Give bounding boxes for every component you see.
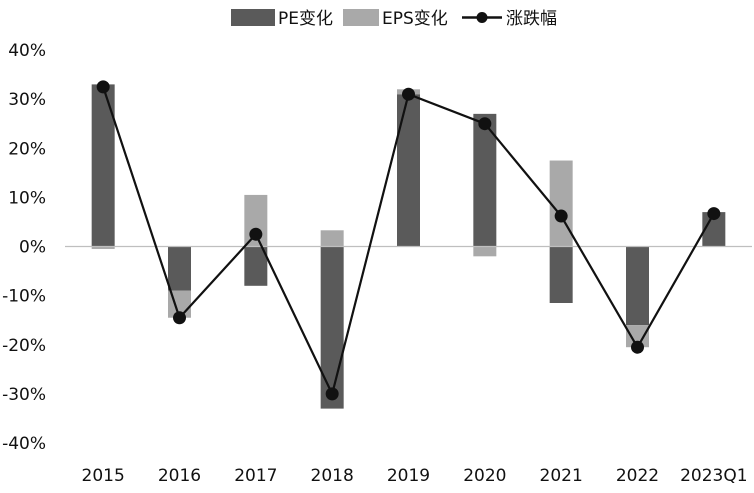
y-tick-label: -40% [2, 434, 46, 454]
y-tick-label: 0% [19, 238, 46, 258]
bar-eps [91, 246, 115, 249]
y-tick-label: 40% [8, 41, 46, 61]
line-point [478, 117, 492, 131]
y-tick-label: -30% [2, 385, 46, 405]
bar-pe [397, 94, 420, 247]
line-point [96, 80, 110, 94]
bar-pe [320, 246, 344, 409]
legend-label-change: 涨跌幅 [506, 9, 557, 29]
x-tick-label: 2016 [158, 466, 201, 486]
x-tick-label: 2017 [234, 466, 277, 486]
line-point [554, 209, 568, 223]
bar-pe [473, 113, 497, 247]
line-series [96, 80, 721, 401]
legend: PE变化 EPS变化 涨跌幅 [231, 9, 557, 29]
legend-swatch-eps [343, 9, 379, 26]
bar-pe [244, 246, 268, 286]
line-point [402, 87, 415, 101]
x-tick-label: 2019 [387, 466, 430, 486]
legend-label-eps: EPS变化 [382, 9, 448, 29]
bar-pe [168, 246, 191, 291]
bar-pe [91, 84, 115, 247]
legend-swatch-pe [231, 9, 275, 26]
x-tick-label: 2018 [311, 466, 354, 486]
y-tick-label: -10% [2, 287, 46, 307]
bar-pe [702, 212, 726, 247]
x-tick-label: 2021 [540, 466, 583, 486]
legend-marker-swatch [476, 12, 488, 23]
legend-label-pe: PE变化 [278, 9, 333, 29]
bar-eps [626, 325, 649, 348]
x-tick-label: 2022 [616, 466, 659, 486]
bar-eps [473, 246, 497, 257]
x-tick-label: 2020 [463, 466, 506, 486]
bar-eps [320, 230, 344, 247]
x-tick-label: 2023Q1 [680, 466, 747, 486]
y-tick-label: -20% [2, 336, 46, 356]
line-point [249, 227, 263, 241]
line-point [325, 387, 339, 401]
x-axis-tick-labels: 2015 2016 2017 2018 2019 2020 2021 2022 2023Q1 [82, 466, 748, 486]
y-tick-label: 10% [8, 188, 46, 208]
y-tick-label: 30% [8, 90, 46, 110]
line-point [173, 311, 186, 325]
y-axis-tick-labels: 40% 30% 20% 10% 0% -10% -20% -30% -40% [2, 41, 46, 454]
line-point [631, 340, 644, 354]
y-tick-label: 20% [8, 139, 46, 159]
bar-pe [626, 246, 649, 326]
bar-eps [549, 160, 573, 247]
line-point [707, 207, 721, 221]
x-tick-label: 2015 [82, 466, 125, 486]
bar-pe [549, 246, 573, 303]
